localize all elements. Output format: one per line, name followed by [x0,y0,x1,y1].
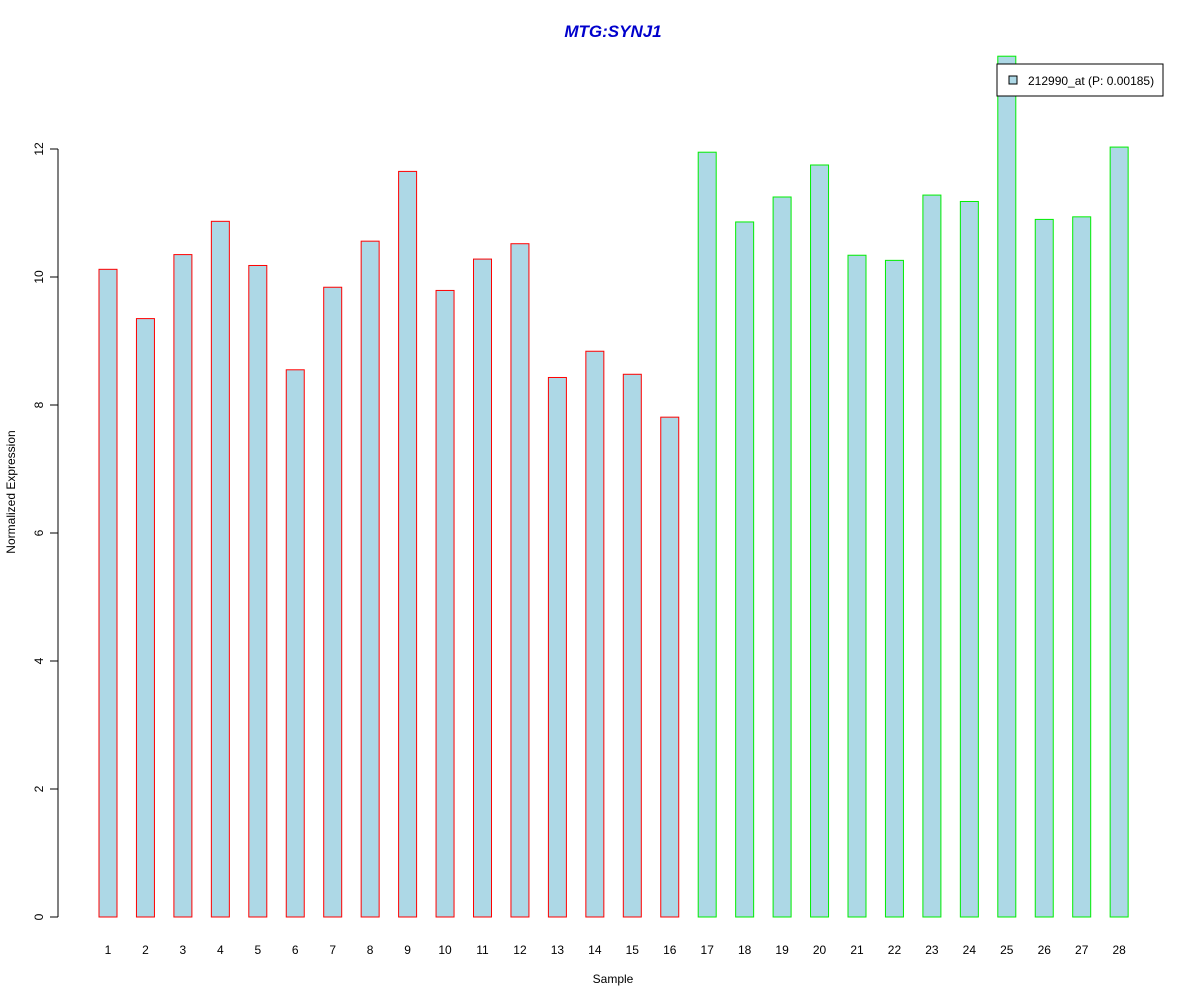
legend-swatch [1008,75,1018,85]
x-tick-label: 8 [367,943,374,957]
legend: 212990_at (P: 0.00185) [996,63,1164,97]
legend-box [996,63,1164,97]
x-tick-label: 20 [813,943,827,957]
x-axis-title: Sample [593,972,634,986]
bar-sample-4 [210,220,230,918]
bar-sample-11 [473,258,492,918]
x-tick-label: 21 [850,943,864,957]
legend-label: 212990_at (P: 0.00185) [1028,74,1154,88]
bar-sample-12 [510,243,530,918]
bar-sample-8 [360,240,380,918]
bar-sample-25 [997,55,1017,918]
x-tick-label: 11 [476,943,489,957]
x-tick-label: 6 [292,943,299,957]
y-tick-label: 10 [32,270,46,284]
x-tick-label: 1 [105,943,112,957]
x-tick-label: 22 [888,943,902,957]
x-tick-label: 14 [588,943,602,957]
bar-sample-10 [435,289,455,918]
y-axis-title: Normalized Expression [4,430,18,553]
x-tick-label: 17 [701,943,715,957]
x-tick-label: 28 [1112,943,1126,957]
x-tick-label: 2 [142,943,149,957]
bar-sample-19 [772,196,792,918]
bar-sample-7 [323,286,343,918]
x-tick-label: 23 [925,943,939,957]
x-tick-label: 19 [775,943,789,957]
x-tick-label: 12 [513,943,527,957]
bar-sample-13 [547,376,567,918]
bar-sample-15 [622,373,642,918]
bar-sample-6 [285,369,305,918]
bar-sample-14 [585,350,605,918]
x-tick-label: 27 [1075,943,1089,957]
x-tick-label: 13 [551,943,565,957]
bar-sample-9 [398,170,418,918]
x-tick-label: 15 [626,943,640,957]
bar-sample-23 [922,194,942,918]
bar-sample-24 [959,200,979,918]
x-tick-label: 16 [663,943,677,957]
x-tick-label: 7 [329,943,336,957]
chart-title: MTG:SYNJ1 [564,22,661,41]
bar-sample-28 [1109,146,1129,918]
bar-sample-17 [697,151,717,918]
bar-sample-5 [248,264,268,918]
y-tick-label: 12 [32,142,46,156]
y-tick-label: 2 [32,785,46,792]
y-tick-label: 4 [32,657,46,664]
y-tick-label: 0 [32,913,46,920]
bars [98,55,1129,918]
x-tick-label: 18 [738,943,752,957]
x-tick-label: 25 [1000,943,1014,957]
x-tick-label: 3 [180,943,187,957]
y-axis: 0 2 4 6 8 10 12 [32,142,59,920]
x-tick-label: 24 [963,943,977,957]
x-tick-label: 26 [1038,943,1052,957]
bar-sample-3 [173,254,193,918]
bar-sample-27 [1072,216,1092,918]
x-axis-ticks: 1 2 3 4 5 6 7 8 9 10 11 12 13 14 15 16 17 18 19 20 21 22 23 24 2… [105,943,1126,957]
bar-sample-2 [135,318,155,918]
bar-sample-1 [98,268,118,918]
y-tick-label: 8 [32,401,46,408]
x-tick-label: 4 [217,943,224,957]
bar-sample-26 [1034,218,1054,918]
bar-sample-18 [735,221,755,918]
x-tick-label: 10 [438,943,452,957]
bar-sample-20 [810,164,830,918]
x-tick-label: 5 [254,943,261,957]
x-tick-label: 9 [404,943,411,957]
y-tick-label: 6 [32,529,46,536]
bar-sample-21 [847,254,867,918]
bar-sample-16 [660,416,680,918]
bar-sample-22 [884,259,904,918]
